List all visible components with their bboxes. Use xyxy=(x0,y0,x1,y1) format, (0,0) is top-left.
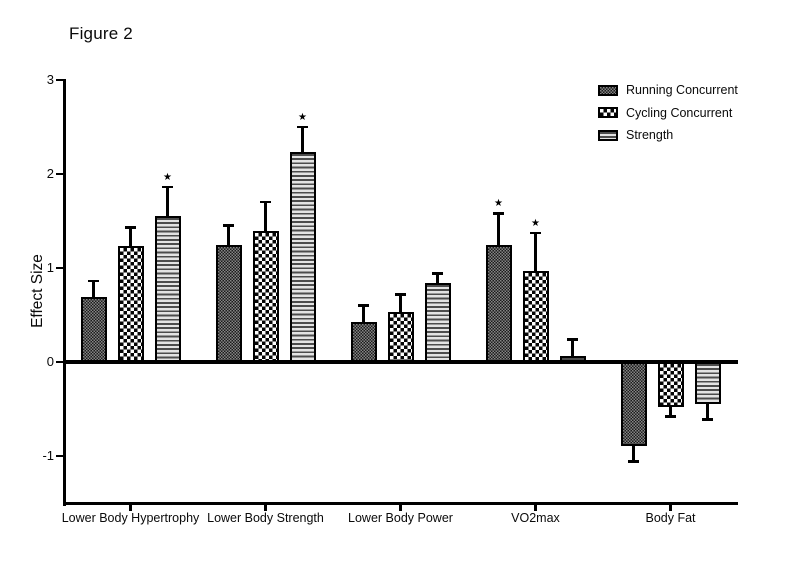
x-axis xyxy=(63,501,738,505)
error-bar-cap xyxy=(665,415,676,418)
error-bar-stem xyxy=(301,127,304,154)
y-tick-label: 0 xyxy=(46,354,54,369)
significance-star: ★ xyxy=(494,198,503,210)
bar xyxy=(694,361,721,404)
error-bar-stem xyxy=(362,305,365,323)
error-bar-cap xyxy=(162,185,173,189)
x-tick xyxy=(264,504,267,511)
x-category-label: Lower Body Power xyxy=(348,511,453,525)
x-category-label: Lower Body Strength xyxy=(207,511,324,525)
legend-label: Strength xyxy=(626,128,674,142)
bar xyxy=(117,246,144,362)
legend-swatch-horizontal-lines xyxy=(598,129,618,141)
y-tick-label: 2 xyxy=(46,166,54,181)
error-bar-stem xyxy=(632,445,635,462)
error-bar-stem xyxy=(129,227,132,248)
error-bar-cap xyxy=(358,304,369,307)
y-tick-label: -1 xyxy=(42,448,54,463)
legend-swatch-checker xyxy=(598,107,618,118)
y-tick xyxy=(56,266,63,270)
significance-star: ★ xyxy=(298,112,307,123)
error-bar-cap xyxy=(260,200,271,204)
error-bar-cap xyxy=(125,226,136,229)
error-bar-stem xyxy=(399,294,402,314)
zero-line xyxy=(63,360,738,364)
error-bar-cap xyxy=(530,231,541,235)
y-tick xyxy=(56,172,63,176)
bar xyxy=(522,270,549,362)
y-axis xyxy=(63,79,66,506)
error-bar-stem xyxy=(166,187,169,218)
error-bar-cap xyxy=(432,272,443,275)
significance-star: ★ xyxy=(531,218,540,230)
error-bar-cap xyxy=(493,212,504,215)
x-category-label: VO2max xyxy=(511,511,560,525)
bar xyxy=(620,361,647,447)
error-bar-stem xyxy=(534,233,537,272)
error-bar-stem xyxy=(497,213,500,246)
bar xyxy=(387,312,414,362)
y-tick-label: 1 xyxy=(46,260,54,275)
bar xyxy=(485,244,512,362)
error-bar-stem xyxy=(436,273,439,285)
bar xyxy=(289,152,316,362)
error-bar-stem xyxy=(92,281,95,299)
legend-swatch-fine-checker xyxy=(598,84,618,96)
x-category-label: Lower Body Hypertrophy xyxy=(61,511,200,525)
legend-label: Running Concurrent xyxy=(626,83,738,97)
error-bar-cap xyxy=(297,125,308,129)
y-tick xyxy=(56,360,63,364)
error-bar-stem xyxy=(264,202,267,233)
bar xyxy=(80,297,107,362)
error-bar-stem xyxy=(227,225,230,246)
error-bar-cap xyxy=(223,224,234,227)
legend-row: Strength xyxy=(598,124,673,146)
error-bar-stem xyxy=(706,403,709,420)
x-category-label: Body Fat xyxy=(645,511,696,525)
error-bar-cap xyxy=(567,338,578,341)
error-bar-stem xyxy=(669,406,672,417)
error-bar-cap xyxy=(395,293,406,296)
legend-row: Cycling Concurrent xyxy=(598,102,732,124)
bar xyxy=(657,361,684,407)
error-bar-cap xyxy=(628,460,639,463)
bar xyxy=(154,216,181,362)
error-bar-stem xyxy=(571,339,574,358)
error-bar-cap xyxy=(702,418,713,421)
bar xyxy=(424,283,451,362)
bar xyxy=(215,244,242,362)
legend-label: Cycling Concurrent xyxy=(626,105,733,120)
x-tick xyxy=(534,504,537,511)
x-tick xyxy=(669,504,672,511)
legend-row: Running Concurrent xyxy=(598,79,738,101)
x-tick xyxy=(399,504,402,511)
bar xyxy=(350,321,377,362)
y-tick xyxy=(56,454,63,458)
y-tick xyxy=(56,78,63,82)
error-bar-cap xyxy=(88,279,99,283)
bar xyxy=(252,231,279,362)
y-tick-label: 3 xyxy=(46,72,54,87)
significance-star: ★ xyxy=(163,172,172,184)
figure-label: Figure 2 xyxy=(69,24,133,43)
x-tick xyxy=(129,504,132,511)
